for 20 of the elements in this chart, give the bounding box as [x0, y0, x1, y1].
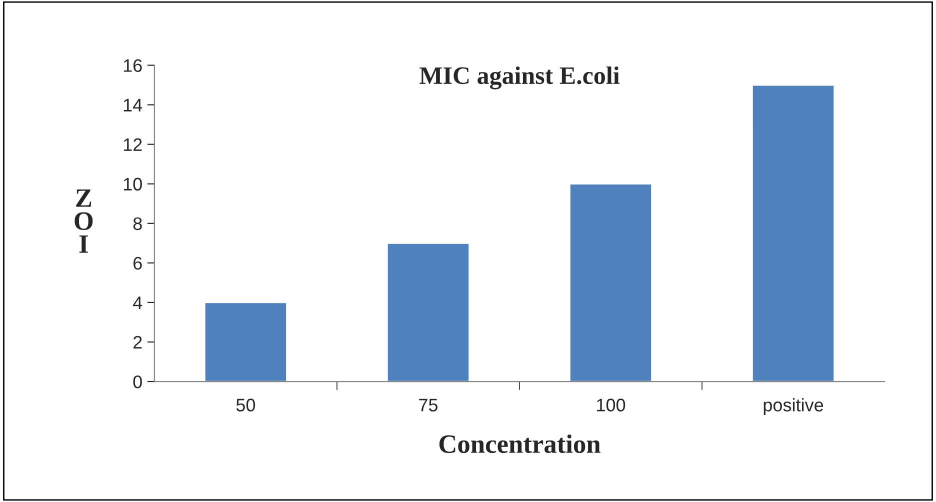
y-tick-label: 12 — [124, 138, 142, 151]
bar — [204, 302, 288, 382]
bar — [568, 183, 652, 382]
y-tick-label: 10 — [124, 178, 142, 191]
y-tick-label: 6 — [134, 256, 142, 270]
y-tick-label: 8 — [133, 217, 142, 230]
y-tick-label: 0 — [133, 375, 142, 388]
bar — [752, 84, 836, 382]
x-tick-label: 75 — [419, 398, 438, 412]
chart-title: MIC against E.coli — [420, 66, 620, 90]
x-axis-title: Concentration — [439, 434, 600, 454]
y-tick-label: 4 — [133, 296, 142, 309]
bar — [386, 242, 470, 382]
y-axis-title: ZOI — [74, 189, 93, 253]
x-tick-label: 100 — [597, 398, 626, 412]
y-tick-label: 16 — [124, 59, 142, 72]
x-tick-label: 50 — [236, 398, 256, 412]
x-tick-label: positive — [764, 398, 824, 416]
y-tick-label: 14 — [124, 98, 142, 112]
y-tick-label: 2 — [134, 336, 142, 349]
